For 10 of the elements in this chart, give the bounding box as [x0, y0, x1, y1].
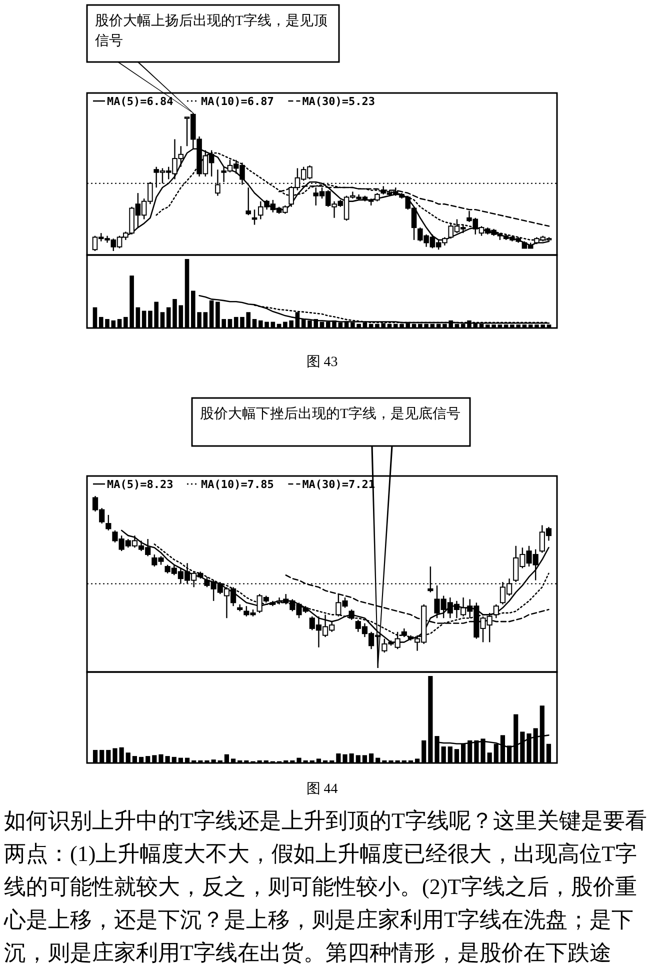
- caption: 图 43: [306, 355, 338, 370]
- legend-label: MA(5)=6.84: [107, 95, 174, 108]
- text: 股价大幅下挫后出现的T字线，是见底信号: [200, 406, 461, 422]
- text: 如何识别上升中的T字线还是上升到顶的T字线呢？这里关键是要看两点：(1)上升幅度大不大，假如上升幅度已经很大，出现高位T字线的可能性就较大，反之，则可能性较小。(2)T字线之后，股价重心是上移，还是下沉？是上移，则是庄家利用T字线在洗盘；是下沉，则是庄家利用T字线在出货。第四种情形，是股价在下跌途: [3, 808, 647, 965]
- text: 股价大幅上扬后出现的T字线，是见顶信号: [95, 13, 328, 49]
- legend-label: MA(10)=7.85: [201, 478, 274, 491]
- caption: 图 44: [306, 782, 338, 797]
- legend-label: MA(30)=5.23: [302, 95, 376, 108]
- legend-label: MA(10)=6.87: [201, 95, 274, 108]
- legend-label: MA(5)=8.23: [107, 478, 174, 491]
